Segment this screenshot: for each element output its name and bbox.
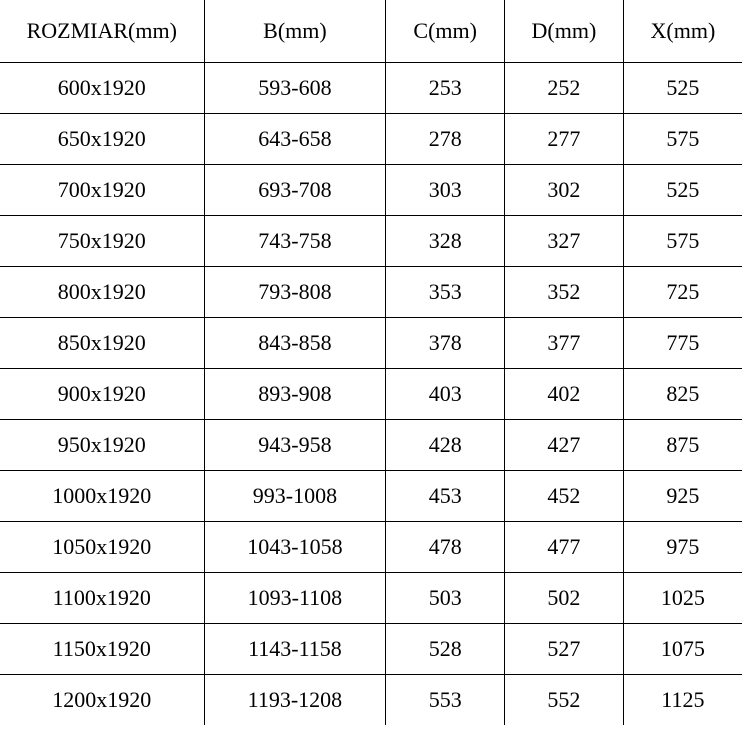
- cell-d: 477: [505, 521, 624, 572]
- cell-c: 378: [386, 317, 505, 368]
- cell-d: 302: [505, 164, 624, 215]
- cell-c: 528: [386, 623, 505, 674]
- cell-x: 575: [623, 215, 742, 266]
- table-row: 1000x1920993-1008453452925: [0, 470, 742, 521]
- cell-c: 303: [386, 164, 505, 215]
- cell-c: 428: [386, 419, 505, 470]
- cell-d: 452: [505, 470, 624, 521]
- cell-c: 478: [386, 521, 505, 572]
- cell-b: 1143-1158: [204, 623, 386, 674]
- cell-x: 525: [623, 164, 742, 215]
- cell-size: 1200x1920: [0, 674, 204, 725]
- cell-b: 943-958: [204, 419, 386, 470]
- cell-c: 328: [386, 215, 505, 266]
- cell-x: 975: [623, 521, 742, 572]
- cell-d: 352: [505, 266, 624, 317]
- table-row: 650x1920643-658278277575: [0, 113, 742, 164]
- cell-c: 403: [386, 368, 505, 419]
- cell-x: 1125: [623, 674, 742, 725]
- cell-size: 750x1920: [0, 215, 204, 266]
- table-row: 800x1920793-808353352725: [0, 266, 742, 317]
- cell-b: 893-908: [204, 368, 386, 419]
- cell-c: 253: [386, 62, 505, 113]
- cell-size: 1100x1920: [0, 572, 204, 623]
- table-row: 1150x19201143-11585285271075: [0, 623, 742, 674]
- cell-b: 993-1008: [204, 470, 386, 521]
- cell-c: 278: [386, 113, 505, 164]
- table-header-row: ROZMIAR(mm) B(mm) C(mm) D(mm) X(mm): [0, 0, 742, 62]
- cell-x: 825: [623, 368, 742, 419]
- col-header-b: B(mm): [204, 0, 386, 62]
- cell-d: 402: [505, 368, 624, 419]
- table-row: 600x1920593-608253252525: [0, 62, 742, 113]
- cell-size: 800x1920: [0, 266, 204, 317]
- cell-size: 600x1920: [0, 62, 204, 113]
- table-row: 850x1920843-858378377775: [0, 317, 742, 368]
- cell-d: 277: [505, 113, 624, 164]
- cell-b: 743-758: [204, 215, 386, 266]
- cell-d: 427: [505, 419, 624, 470]
- cell-size: 700x1920: [0, 164, 204, 215]
- col-header-c: C(mm): [386, 0, 505, 62]
- cell-x: 575: [623, 113, 742, 164]
- table-row: 1050x19201043-1058478477975: [0, 521, 742, 572]
- table-row: 950x1920943-958428427875: [0, 419, 742, 470]
- col-header-size: ROZMIAR(mm): [0, 0, 204, 62]
- cell-d: 502: [505, 572, 624, 623]
- table-body: 600x1920593-608253252525650x1920643-6582…: [0, 62, 742, 725]
- cell-b: 643-658: [204, 113, 386, 164]
- cell-x: 925: [623, 470, 742, 521]
- table-row: 1100x19201093-11085035021025: [0, 572, 742, 623]
- cell-x: 525: [623, 62, 742, 113]
- cell-size: 900x1920: [0, 368, 204, 419]
- cell-b: 843-858: [204, 317, 386, 368]
- cell-b: 693-708: [204, 164, 386, 215]
- cell-d: 327: [505, 215, 624, 266]
- cell-b: 593-608: [204, 62, 386, 113]
- cell-x: 775: [623, 317, 742, 368]
- table-row: 1200x19201193-12085535521125: [0, 674, 742, 725]
- cell-c: 503: [386, 572, 505, 623]
- cell-x: 1075: [623, 623, 742, 674]
- cell-size: 650x1920: [0, 113, 204, 164]
- cell-d: 527: [505, 623, 624, 674]
- cell-x: 875: [623, 419, 742, 470]
- cell-c: 353: [386, 266, 505, 317]
- cell-b: 1193-1208: [204, 674, 386, 725]
- cell-size: 850x1920: [0, 317, 204, 368]
- cell-b: 793-808: [204, 266, 386, 317]
- cell-c: 553: [386, 674, 505, 725]
- col-header-x: X(mm): [623, 0, 742, 62]
- cell-b: 1043-1058: [204, 521, 386, 572]
- dimensions-table: ROZMIAR(mm) B(mm) C(mm) D(mm) X(mm) 600x…: [0, 0, 742, 725]
- table-row: 700x1920693-708303302525: [0, 164, 742, 215]
- cell-d: 377: [505, 317, 624, 368]
- cell-b: 1093-1108: [204, 572, 386, 623]
- cell-d: 552: [505, 674, 624, 725]
- cell-size: 1000x1920: [0, 470, 204, 521]
- cell-size: 1050x1920: [0, 521, 204, 572]
- cell-d: 252: [505, 62, 624, 113]
- table-row: 750x1920743-758328327575: [0, 215, 742, 266]
- col-header-d: D(mm): [505, 0, 624, 62]
- cell-x: 725: [623, 266, 742, 317]
- cell-c: 453: [386, 470, 505, 521]
- cell-size: 1150x1920: [0, 623, 204, 674]
- cell-size: 950x1920: [0, 419, 204, 470]
- table-row: 900x1920893-908403402825: [0, 368, 742, 419]
- cell-x: 1025: [623, 572, 742, 623]
